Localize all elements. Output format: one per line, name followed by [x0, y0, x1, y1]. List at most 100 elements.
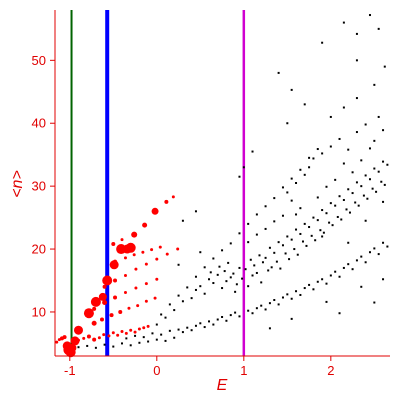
axes: [54, 10, 390, 357]
data-point: [208, 278, 211, 281]
data-point: [290, 177, 293, 180]
data-point: [225, 280, 228, 283]
data-point: [321, 41, 324, 44]
data-point: [120, 238, 124, 242]
data-point: [255, 307, 258, 310]
data-point: [322, 231, 325, 234]
data-point: [238, 315, 241, 318]
data-point: [310, 234, 313, 237]
data-point: [336, 215, 339, 218]
data-point: [83, 308, 94, 319]
data-point: [360, 255, 363, 258]
data-point: [132, 253, 136, 257]
data-point: [368, 147, 371, 150]
data-point: [338, 312, 341, 315]
data-point: [251, 312, 254, 315]
data-point: [308, 166, 311, 169]
data-point: [253, 264, 256, 267]
data-point: [181, 300, 184, 303]
data-point: [325, 185, 328, 188]
data-point: [82, 336, 86, 340]
data-point: [251, 274, 254, 277]
data-point: [268, 302, 271, 305]
data-point: [329, 202, 332, 205]
data-point: [186, 326, 189, 329]
data-point: [284, 252, 287, 255]
data-point: [355, 259, 358, 262]
data-point: [277, 303, 280, 306]
data-point: [303, 173, 306, 176]
data-point: [212, 257, 215, 260]
x-axis-label: E: [217, 377, 228, 394]
data-point: [299, 293, 302, 296]
data-point: [251, 150, 254, 153]
data-point: [155, 277, 159, 281]
data-point: [194, 210, 197, 213]
data-point: [329, 274, 332, 277]
data-point: [70, 336, 80, 346]
data-point: [125, 337, 128, 340]
data-point: [147, 340, 150, 343]
red-series-points: [55, 195, 180, 358]
data-point: [203, 326, 206, 329]
data-point: [62, 335, 67, 340]
data-point: [345, 208, 348, 211]
data-point: [354, 201, 357, 204]
data-point: [273, 251, 276, 254]
data-point: [122, 244, 132, 254]
data-point: [279, 267, 282, 270]
data-point: [235, 283, 238, 286]
data-point: [255, 213, 258, 216]
data-point: [173, 309, 176, 312]
data-point: [232, 272, 235, 275]
data-point: [129, 344, 132, 347]
data-point: [342, 106, 345, 109]
data-point: [373, 247, 376, 250]
data-point: [360, 159, 363, 162]
data-point: [342, 21, 345, 24]
data-point: [316, 148, 319, 151]
data-point: [168, 329, 171, 332]
data-point: [308, 156, 311, 159]
data-point: [273, 197, 276, 200]
data-point: [286, 235, 289, 238]
data-point: [131, 231, 138, 238]
data-point: [77, 346, 80, 349]
data-point: [171, 195, 175, 199]
data-point: [347, 241, 350, 244]
data-point: [109, 313, 114, 318]
data-point: [73, 325, 83, 335]
data-point: [134, 286, 138, 290]
data-point: [177, 263, 180, 266]
data-point: [360, 285, 363, 288]
data-point: [194, 288, 197, 291]
data-point: [277, 71, 280, 74]
data-point: [355, 97, 358, 100]
data-point: [203, 266, 206, 269]
data-point: [241, 277, 244, 280]
data-point: [303, 222, 306, 225]
data-point: [295, 290, 298, 293]
data-point: [386, 245, 389, 248]
data-point: [194, 324, 197, 327]
x-tick-label: -1: [64, 363, 76, 378]
data-point: [299, 232, 302, 235]
data-point: [295, 182, 298, 184]
data-point: [164, 316, 167, 319]
data-point: [238, 266, 241, 269]
data-point: [347, 188, 350, 191]
data-point: [288, 258, 291, 261]
data-point: [286, 122, 289, 125]
data-point: [199, 322, 202, 325]
data-point: [155, 257, 159, 261]
data-point: [90, 296, 101, 307]
data-point: [275, 260, 278, 263]
data-point: [355, 131, 358, 134]
data-point: [325, 212, 328, 215]
data-point: [247, 285, 250, 288]
data-point: [91, 320, 97, 326]
data-point: [129, 328, 133, 332]
data-point: [261, 261, 264, 264]
data-point: [264, 205, 267, 208]
data-point: [321, 209, 324, 212]
